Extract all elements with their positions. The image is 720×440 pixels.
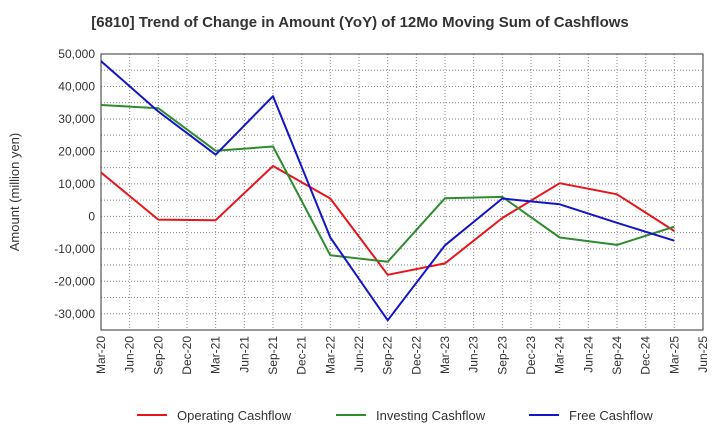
x-tick-label: Sep-21 (266, 336, 280, 375)
y-axis: 50,000 40,000 30,000 20,000 10,000 0 -10,000 -2… (54, 47, 95, 321)
x-tick-label: Jun-20 (123, 336, 137, 373)
x-tick-label: Jun-23 (467, 336, 481, 373)
legend: Operating Cashflow Investing Cashflow Free… (137, 408, 653, 423)
x-tick-label: Jun-22 (352, 336, 366, 373)
y-tick-label: 10,000 (58, 177, 95, 191)
series-line-operating-cashflow (100, 165, 675, 276)
x-tick-label: Dec-24 (639, 336, 653, 375)
series-line-investing-cashflow (100, 104, 675, 263)
legend-label-investing-cashflow: Investing Cashflow (376, 408, 486, 423)
legend-label-free-cashflow: Free Cashflow (569, 408, 653, 423)
x-tick-label: Jun-24 (581, 336, 595, 373)
series (100, 60, 675, 322)
y-tick-label: 40,000 (58, 79, 95, 93)
x-tick-label: Mar-21 (209, 336, 223, 374)
x-tick-label: Dec-23 (524, 336, 538, 375)
y-tick-label: -30,000 (54, 307, 95, 321)
grid (101, 54, 703, 330)
x-tick-label: Jun-21 (237, 336, 251, 373)
y-tick-label: 30,000 (58, 112, 95, 126)
chart-title: [6810] Trend of Change in Amount (YoY) o… (91, 14, 629, 31)
x-tick-label: Mar-25 (667, 336, 681, 374)
series-line-free-cashflow (100, 60, 675, 322)
x-tick-label: Jun-25 (696, 336, 710, 373)
x-tick-label: Sep-23 (495, 336, 509, 375)
x-tick-label: Mar-20 (94, 336, 108, 374)
x-axis: Mar-20 Jun-20 Sep-20 Dec-20 Mar-21 Jun-21 Sep-… (94, 336, 710, 375)
y-tick-label: -20,000 (54, 274, 95, 288)
x-tick-label: Dec-22 (409, 336, 423, 375)
y-tick-label: 20,000 (58, 144, 95, 158)
y-tick-label: -10,000 (54, 242, 95, 256)
y-tick-label: 0 (88, 209, 95, 223)
x-tick-label: Mar-23 (438, 336, 452, 374)
x-tick-label: Mar-22 (323, 336, 337, 374)
x-tick-label: Dec-20 (180, 336, 194, 375)
plot-frame (100, 53, 704, 331)
x-tick-label: Sep-20 (151, 336, 165, 375)
x-tick-label: Mar-24 (553, 336, 567, 374)
y-tick-label: 50,000 (58, 47, 95, 61)
y-axis-title: Amount (million yen) (7, 133, 22, 252)
x-tick-label: Sep-22 (381, 336, 395, 375)
x-tick-label: Dec-21 (295, 336, 309, 375)
x-tick-label: Sep-24 (610, 336, 624, 375)
legend-label-operating-cashflow: Operating Cashflow (177, 408, 292, 423)
